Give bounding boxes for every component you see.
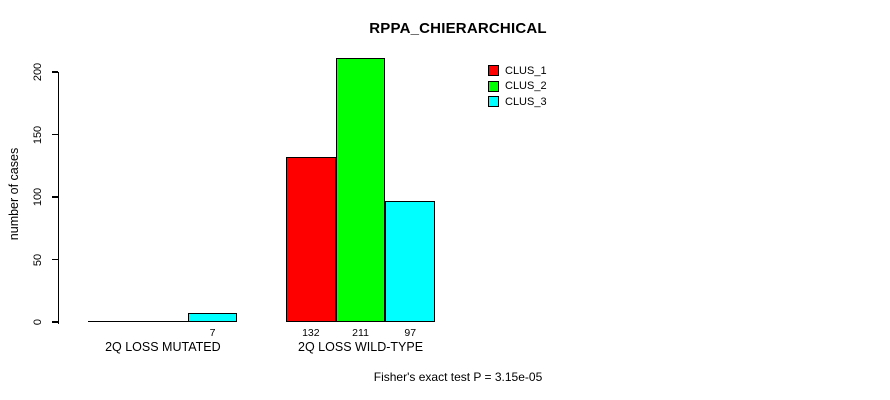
bar-zero-clus_1 — [88, 320, 138, 322]
legend-label-clus-3: CLUS_3 — [505, 95, 547, 108]
legend-label-clus-1: CLUS_1 — [505, 64, 547, 77]
category-label: 2Q LOSS MUTATED — [105, 340, 221, 354]
legend-swatch-clus-1 — [488, 65, 499, 76]
legend-swatch-clus-3 — [488, 96, 499, 107]
y-axis-tick-label: 0 — [32, 318, 44, 326]
y-axis-tick — [51, 196, 58, 198]
chart-title: RPPA_CHIERARCHICAL — [369, 20, 547, 37]
y-axis-tick — [51, 321, 58, 323]
bar-clus_1 — [286, 157, 336, 322]
legend: CLUS_1 CLUS_2 CLUS_3 — [488, 65, 547, 112]
y-axis-tick-label: 50 — [32, 253, 44, 266]
bar-clus_3 — [187, 313, 238, 322]
y-axis-tick-label: 150 — [32, 125, 44, 144]
legend-item-clus-3: CLUS_3 — [488, 95, 547, 108]
fisher-test-annotation: Fisher's exact test P = 3.15e-05 — [373, 370, 543, 384]
legend-item-clus-2: CLUS_2 — [488, 80, 547, 92]
category-label: 2Q LOSS WILD-TYPE — [298, 340, 424, 354]
y-axis-tick-label: 100 — [32, 187, 44, 207]
y-axis-tick — [51, 133, 58, 136]
legend-label-clus-2: CLUS_2 — [505, 80, 547, 92]
bar-value-label: 7 — [209, 327, 216, 339]
y-axis-tick — [51, 71, 58, 73]
bar-value-label: 211 — [352, 327, 369, 339]
legend-item-clus-1: CLUS_1 — [488, 64, 547, 77]
bar-value-label: 132 — [302, 327, 320, 339]
y-axis-tick-label: 200 — [32, 62, 44, 82]
y-axis-tick — [51, 258, 58, 261]
y-axis-label: number of cases — [7, 147, 21, 241]
bar-clus_2 — [335, 58, 386, 322]
bar-clus_3 — [385, 200, 436, 322]
bar-zero-clus_2 — [138, 320, 188, 322]
legend-swatch-clus-2 — [488, 80, 499, 92]
bar-value-label: 97 — [404, 327, 417, 339]
y-axis-line — [57, 72, 59, 324]
